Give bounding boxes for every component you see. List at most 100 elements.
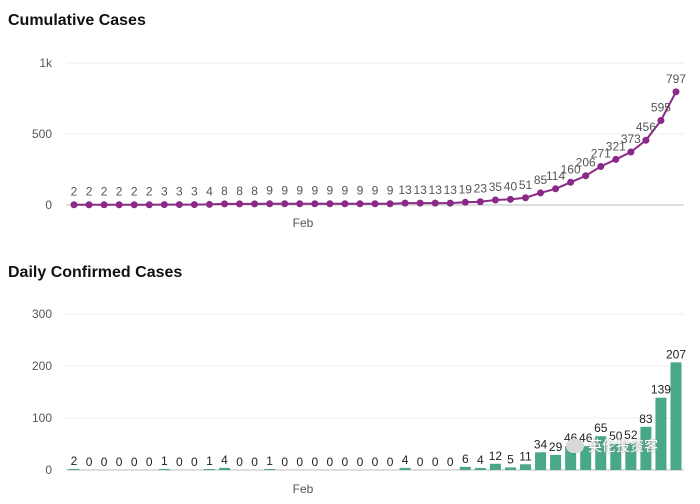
data-label: 5 [507, 452, 514, 466]
data-point [612, 155, 620, 163]
data-point [85, 201, 93, 209]
bar [520, 464, 531, 470]
y-tick-label: 500 [32, 127, 52, 141]
data-label: 23 [474, 182, 488, 196]
data-label: 0 [447, 455, 454, 469]
data-point [160, 201, 168, 209]
watermark-text: 英伦投资客 [588, 439, 658, 455]
data-label: 52 [624, 428, 638, 442]
bar [595, 436, 607, 470]
data-point [70, 201, 78, 209]
data-label: 1 [161, 454, 168, 468]
data-label: 9 [327, 184, 334, 198]
cumulative-chart-title: Cumulative Cases [8, 12, 146, 29]
data-point [236, 200, 244, 208]
data-point [371, 200, 379, 208]
data-point [145, 201, 153, 209]
data-label: 0 [296, 455, 303, 469]
bar [610, 444, 622, 470]
data-label: 40 [504, 179, 518, 193]
y-tick-label: 0 [45, 198, 52, 212]
data-label: 2 [146, 185, 153, 199]
data-label: 9 [342, 184, 349, 198]
bar [459, 466, 471, 470]
bar [399, 467, 411, 470]
data-point [356, 200, 364, 208]
data-point [401, 199, 409, 207]
data-point [627, 148, 635, 156]
data-label: 114 [546, 169, 565, 183]
data-label: 456 [636, 120, 656, 134]
data-point [506, 195, 514, 203]
bar [264, 469, 276, 470]
data-label: 13 [444, 183, 458, 197]
bar [203, 469, 215, 470]
bar [580, 446, 592, 470]
data-label: 0 [101, 455, 108, 469]
daily-chart-title: Daily Confirmed Cases [8, 264, 183, 281]
data-point [221, 200, 228, 208]
watermark: 英伦投资客 [566, 436, 658, 456]
data-label: 206 [576, 156, 596, 170]
bar [474, 467, 486, 470]
data-label: 0 [176, 455, 183, 469]
data-point [341, 200, 349, 208]
data-label: 0 [116, 455, 123, 469]
data-label: 35 [489, 180, 503, 194]
y-tick-label: 1k [39, 56, 53, 70]
data-label: 13 [398, 183, 412, 197]
data-label: 8 [236, 184, 243, 198]
bar [158, 469, 170, 470]
data-label: 595 [651, 101, 671, 115]
data-label: 51 [519, 178, 533, 192]
data-label: 29 [549, 440, 563, 454]
bar [655, 397, 667, 470]
y-tick-label: 200 [32, 359, 52, 373]
data-label: 0 [387, 455, 394, 469]
data-label: 6 [462, 452, 469, 466]
data-point [205, 200, 213, 208]
data-label: 9 [387, 184, 394, 198]
data-label: 83 [639, 412, 653, 426]
data-label: 85 [534, 173, 548, 187]
data-label: 160 [561, 162, 581, 176]
data-point [130, 201, 138, 209]
data-label: 3 [176, 185, 183, 199]
data-label: 8 [251, 184, 258, 198]
bar [68, 468, 80, 470]
x-axis-label: Feb [293, 216, 314, 230]
bar [670, 362, 682, 470]
data-label: 50 [609, 429, 623, 443]
data-label: 0 [191, 455, 198, 469]
data-label: 9 [281, 184, 288, 198]
data-point [190, 201, 198, 209]
x-axis-label: Feb [293, 482, 314, 496]
data-label: 0 [342, 455, 349, 469]
data-label: 2 [71, 454, 78, 468]
data-label: 0 [327, 455, 334, 469]
data-label: 0 [357, 455, 364, 469]
data-label: 0 [146, 455, 153, 469]
data-label: 13 [429, 183, 443, 197]
data-label: 9 [296, 184, 303, 198]
data-point [115, 201, 123, 209]
data-label: 0 [432, 455, 439, 469]
data-point [491, 196, 499, 204]
data-label: 0 [311, 455, 318, 469]
data-label: 2 [86, 185, 93, 199]
data-point [552, 185, 560, 193]
y-tick-label: 300 [32, 307, 52, 321]
data-point [597, 163, 605, 171]
data-point [175, 201, 183, 209]
data-label: 2 [71, 185, 78, 199]
data-label: 3 [191, 185, 198, 199]
data-point [266, 200, 274, 208]
data-label: 19 [459, 182, 473, 196]
data-point [251, 200, 259, 208]
data-point [522, 194, 529, 202]
data-label: 207 [666, 347, 686, 361]
wechat-icon [566, 439, 584, 453]
data-label: 0 [251, 455, 258, 469]
data-label: 271 [591, 147, 611, 161]
data-label: 4 [206, 184, 213, 198]
